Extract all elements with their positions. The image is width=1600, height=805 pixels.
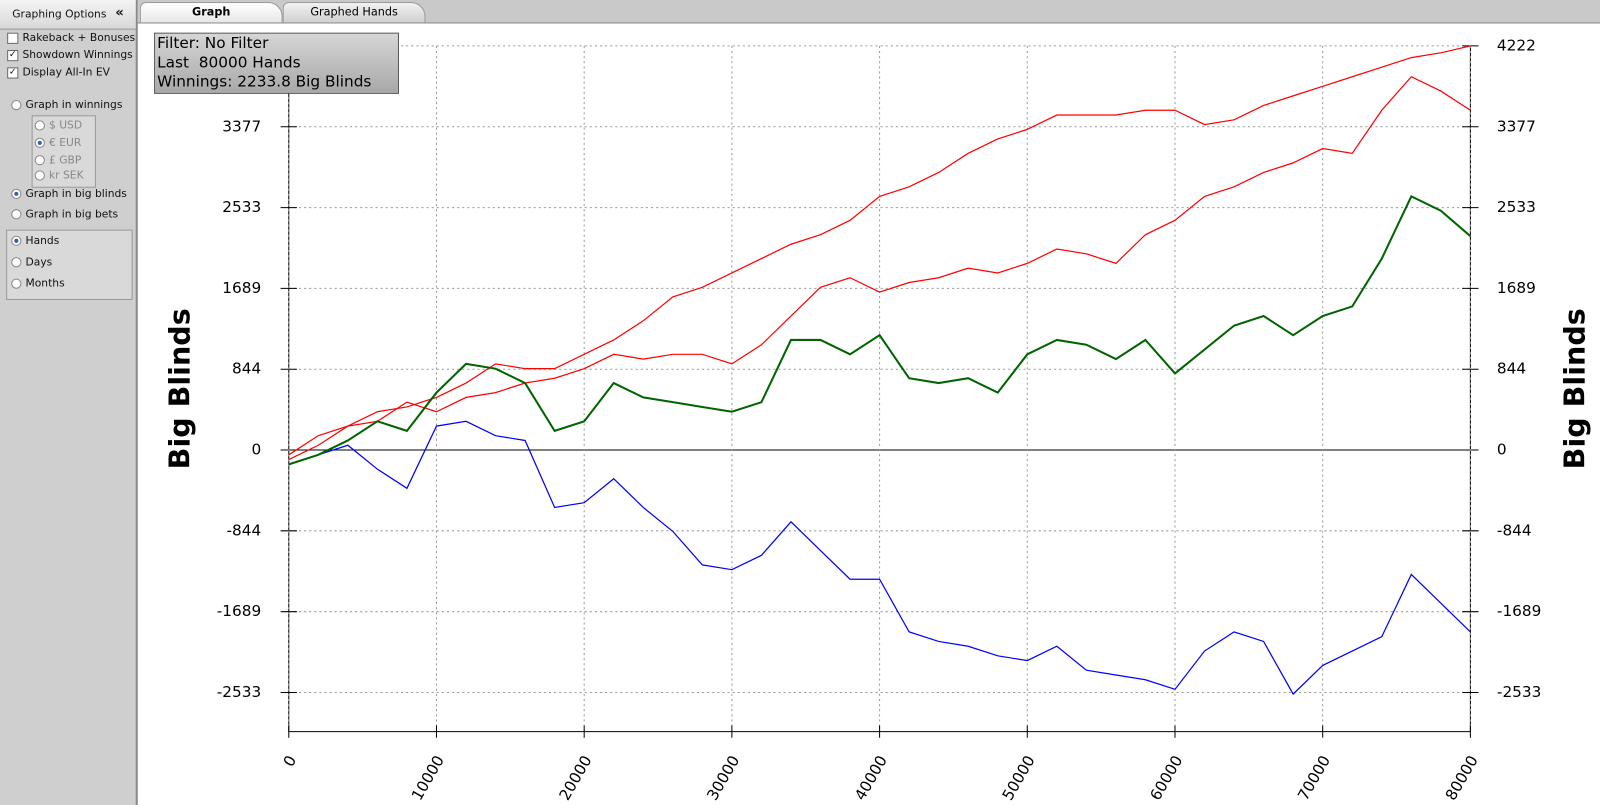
option-label: Months [25,277,65,290]
radio-option[interactable]: £ GBP [34,154,82,167]
option-label: kr SEK [48,169,84,182]
checkbox-option[interactable]: ✓ Showdown Winnings [7,49,133,61]
sidebar-title: Graphing Options [12,8,107,21]
info-line: Winnings: 2233.8 Big Blinds [157,72,372,91]
radio-button[interactable] [11,209,22,220]
series-line [288,420,1471,696]
series-line [288,75,1471,461]
y-tick-label: -2533 [217,683,261,701]
option-label: £ GBP [48,154,82,167]
x-tick-label: 70000 [1294,752,1334,803]
checkbox-option[interactable]: Rakeback + Bonuses [7,32,135,44]
x-tick-label: 40000 [851,752,891,803]
option-label: Showdown Winnings [22,48,133,62]
y-axis-label-right: Big Blinds [1558,308,1592,469]
x-tick-label: 0 [280,752,300,769]
checkbox[interactable] [7,32,19,44]
x-tick-label: 10000 [408,752,448,803]
y-tick-label-right: 2533 [1497,198,1536,216]
y-tick-label-right: 844 [1497,360,1526,378]
series-line [288,195,1472,466]
y-tick-label: 2533 [222,198,261,216]
info-box: Filter: No Filter Last 80000 Hands Winning… [154,32,399,94]
x-tick-label: 50000 [999,752,1039,803]
y-tick-label-right: 3377 [1497,117,1536,135]
sidebar: Graphing Options « Rakeback + Bonuses ✓ Sh… [0,0,138,805]
radio-button[interactable] [11,99,22,111]
checkbox[interactable]: ✓ [7,66,19,79]
option-label: € EUR [48,136,82,149]
radio-option[interactable]: kr SEK [34,169,84,182]
y-tick-label: 0 [251,441,261,459]
y-tick-label-right: -1689 [1497,602,1541,620]
y-tick-label: 844 [232,360,261,378]
option-label: Rakeback + Bonuses [22,31,136,44]
option-label: Graph in big bets [25,208,119,221]
y-axis-label: Big Blinds [163,308,197,469]
tab[interactable]: Graphed Hands [282,2,426,23]
checkbox[interactable]: ✓ [7,49,19,61]
period-group [6,229,133,300]
y-tick-label: 3377 [222,117,261,135]
y-tick-label-right: -844 [1497,521,1532,539]
collapse-button[interactable]: « [115,5,124,21]
radio-option[interactable]: Graph in big blinds [11,188,127,200]
radio-option[interactable]: Graph in winnings [11,99,122,111]
radio-option[interactable]: Hands [11,235,59,247]
y-tick-label-right: 1689 [1497,279,1536,297]
option-label: $ USD [48,119,83,132]
y-tick-label-right: 4222 [1497,36,1536,54]
radio-button[interactable] [11,235,22,246]
x-tick-label: 30000 [703,752,743,803]
radio-button[interactable] [34,155,45,166]
series-line [288,45,1471,456]
checkbox-option[interactable]: ✓ Display All-In EV [7,66,110,79]
option-label: Graph in winnings [25,98,123,112]
tab[interactable]: Graph [139,2,283,23]
radio-button[interactable] [11,188,22,199]
x-tick-label: 80000 [1442,752,1482,803]
info-line: Last 80000 Hands [157,53,301,72]
info-line: Filter: No Filter [157,33,269,53]
radio-button[interactable] [11,257,22,268]
option-label: Graph in big blinds [25,187,127,200]
option-label: Display All-In EV [22,66,110,79]
radio-option[interactable]: € EUR [34,136,82,149]
sidebar-header: Graphing Options « [0,0,136,30]
option-label: Hands [25,234,60,247]
y-tick-label: -1689 [217,602,261,620]
radio-option[interactable]: Graph in big bets [11,208,118,220]
radio-button[interactable] [34,120,45,131]
radio-option[interactable]: Days [11,256,52,268]
radio-option[interactable]: $ USD [34,119,83,132]
radio-button[interactable] [34,137,45,148]
x-tick-label: 20000 [556,752,596,803]
option-label: Days [25,256,53,269]
y-tick-label-right: 0 [1497,441,1507,459]
x-tick-label: 60000 [1147,752,1187,803]
radio-button[interactable] [11,278,22,289]
y-tick-label-right: -2533 [1497,683,1541,701]
y-tick-label: 1689 [222,279,261,297]
chart: -2533 -2533 -1689 -1689 -844 -844 0 0 844 844 1689… [163,36,1592,803]
y-tick-label: -844 [227,521,262,539]
radio-option[interactable]: Months [11,277,65,290]
radio-button[interactable] [34,170,45,181]
tab-bar: Graph Graphed Hands [137,0,1600,24]
